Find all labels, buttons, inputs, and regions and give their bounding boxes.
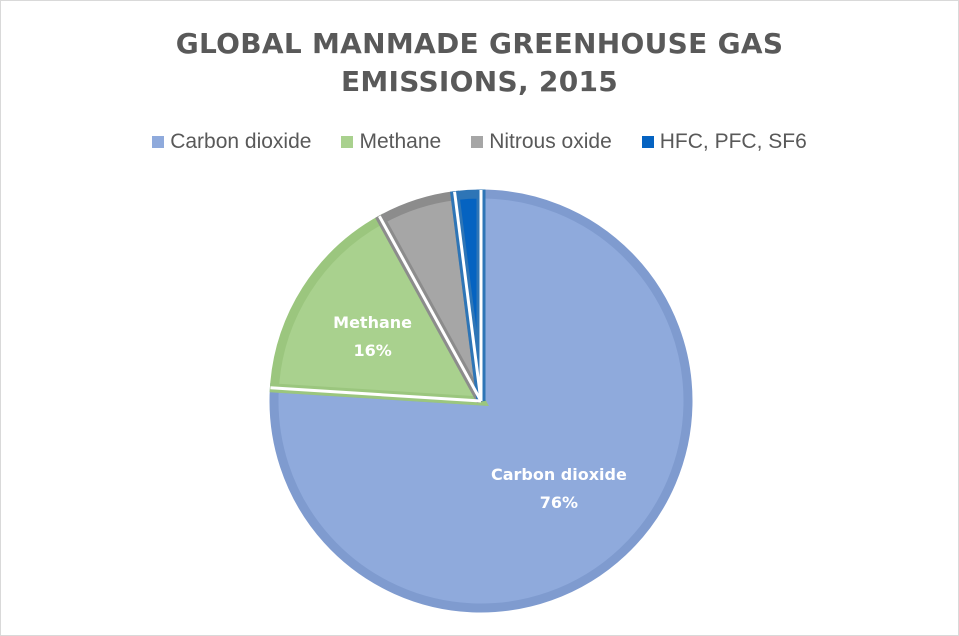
legend-label-methane: Methane — [359, 130, 442, 153]
pie-slice-methane — [269, 213, 489, 407]
legend-entry-hfc-pfc-sf6: HFC, PFC, SF6 — [641, 130, 807, 154]
pie-slice-carbon-dioxide — [269, 189, 693, 613]
data-label-name-methane: Methane — [333, 313, 412, 332]
legend-swatch-methane — [341, 136, 354, 148]
data-label-name-carbon-dioxide: Carbon dioxide — [491, 465, 627, 484]
slice-separator-methane — [270, 386, 482, 403]
legend-entry-methane: Methane — [341, 130, 441, 154]
data-label-percent-carbon-dioxide: 76% — [540, 493, 578, 512]
slice-separator-hfc-pfc-sf6 — [453, 191, 483, 402]
slice-separator-nitrous-oxide — [378, 215, 483, 402]
legend-label-hfc-pfc-sf6: HFC, PFC, SF6 — [659, 130, 807, 153]
legend: Carbon dioxide Methane Nitrous oxide HFC… — [1, 129, 958, 155]
legend-swatch-hfc-pfc-sf6 — [641, 136, 654, 148]
chart-title-line-1: GLOBAL MANMADE GREENHOUSE GAS — [175, 27, 784, 60]
chart-title-line-2: EMISSIONS, 2015 — [340, 65, 619, 98]
data-label-percent-methane: 16% — [353, 341, 391, 360]
legend-label-nitrous-oxide: Nitrous oxide — [489, 130, 612, 153]
legend-entry-carbon-dioxide: Carbon dioxide — [152, 130, 311, 154]
legend-label-carbon-dioxide: Carbon dioxide — [170, 130, 312, 153]
chart-title: GLOBAL MANMADE GREENHOUSE GAS EMISSIONS,… — [1, 25, 958, 101]
legend-swatch-carbon-dioxide — [152, 136, 165, 148]
legend-swatch-nitrous-oxide — [471, 136, 484, 148]
legend-entry-nitrous-oxide: Nitrous oxide — [471, 130, 612, 154]
